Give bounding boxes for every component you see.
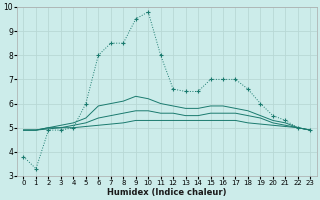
X-axis label: Humidex (Indice chaleur): Humidex (Indice chaleur): [107, 188, 227, 197]
